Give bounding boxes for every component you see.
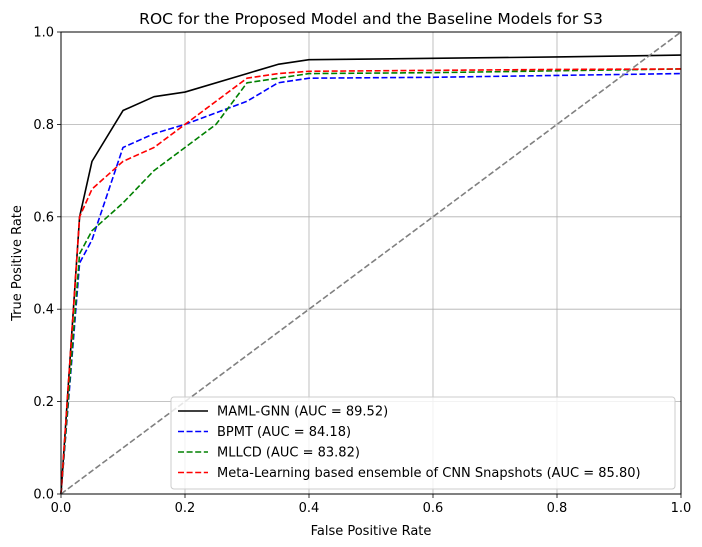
x-tick-label: 0.8 xyxy=(547,501,568,516)
x-tick-label: 0.0 xyxy=(51,501,72,516)
series-line xyxy=(60,54,682,495)
legend-box xyxy=(170,396,676,490)
series-line xyxy=(60,72,682,495)
y-tick-label: 0.2 xyxy=(33,395,54,410)
legend-entry-label: BPMT (AUC = 84.18) xyxy=(217,425,351,440)
x-tick-label: 0.2 xyxy=(175,501,196,516)
y-tick-label: 0.0 xyxy=(33,488,54,503)
legend: MAML-GNN (AUC = 89.52) BPMT (AUC = 84.18)… xyxy=(170,396,676,490)
chart-title: ROC for the Proposed Model and the Basel… xyxy=(139,10,603,28)
y-tick-label: 1.0 xyxy=(33,26,54,41)
plot-frame xyxy=(60,31,682,495)
y-tick-label: 0.8 xyxy=(33,118,54,133)
y-axis-label: True Positive Rate xyxy=(10,205,25,322)
y-tick-label: 0.6 xyxy=(33,210,54,225)
series-line xyxy=(60,68,682,495)
legend-entry-label: MAML-GNN (AUC = 89.52) xyxy=(217,405,388,420)
legend-entry-label: Meta-Learning based ensemble of CNN Snap… xyxy=(217,466,641,481)
x-tick-label: 1.0 xyxy=(671,501,692,516)
x-tick-label: 0.6 xyxy=(423,501,444,516)
series-line xyxy=(60,68,682,495)
x-tick-label: 0.4 xyxy=(299,501,320,516)
series-lines xyxy=(60,31,682,495)
axis-ticks: 0.0 0.2 0.4 0.6 0.8 1.0 0.0 0.2 0.4 0.6 0.8 1.0 xyxy=(33,26,691,517)
x-axis-label: False Positive Rate xyxy=(311,524,432,539)
legend-entry-label: MLLCD (AUC = 83.82) xyxy=(217,446,360,461)
y-tick-label: 0.4 xyxy=(33,303,54,318)
